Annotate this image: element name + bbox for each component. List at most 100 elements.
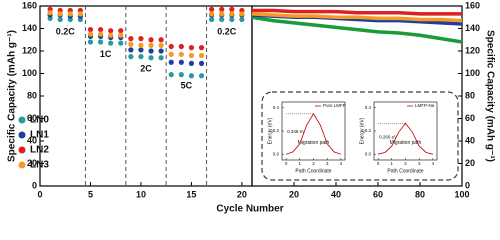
y-tick-label: 120 [465, 45, 480, 55]
data-point [128, 36, 134, 42]
legend-label: LN0 [30, 115, 49, 126]
data-line [251, 12, 463, 23]
x-axis-label: Path Coordinate [387, 168, 423, 174]
y-tick-label: 80 [465, 90, 475, 100]
data-line [252, 8, 462, 16]
data-point [118, 32, 124, 38]
annotation: Migration path [390, 140, 422, 146]
x-tick-label: 100 [454, 189, 469, 199]
y-tick-label: 40 [27, 135, 37, 145]
data-point [239, 16, 245, 23]
data-point [47, 10, 53, 16]
y-tick-label: 20 [27, 158, 37, 168]
rate-label: 0.2C [217, 26, 237, 36]
data-point [198, 60, 205, 66]
data-point [219, 11, 225, 17]
data-point [188, 45, 195, 51]
legend-label: LN1 [30, 130, 49, 141]
y-tick-label: 0.2 [273, 128, 280, 133]
rate-label: 2C [140, 63, 152, 73]
x-tick-label: 3 [326, 161, 329, 166]
y-tick-label: 0.0 [273, 151, 280, 156]
y-axis-label: Energy (eV) [359, 117, 365, 144]
data-line [251, 15, 463, 44]
x-tick-label: 15 [186, 189, 196, 199]
y-tick-label: 120 [22, 45, 37, 55]
data-point [87, 31, 94, 37]
y-tick-label: 0 [465, 180, 470, 190]
rate-label: 0.2C [56, 26, 76, 36]
data-point [168, 59, 174, 65]
data-point [198, 73, 205, 79]
legend-marker [18, 116, 26, 124]
y-axis-label: Energy (eV) [267, 117, 273, 144]
y-axis-label: Specific Capacity (mAh g⁻¹) [7, 30, 18, 162]
data-point [128, 41, 134, 47]
data-point [138, 54, 144, 60]
legend-marker [18, 146, 26, 154]
y-tick-label: 60 [27, 113, 37, 123]
x-tick-label: 0 [377, 161, 380, 166]
x-tick-label: 5 [88, 189, 93, 199]
data-point [158, 48, 164, 54]
y-tick-label: 0.2 [365, 128, 372, 133]
y-tick-label: 0.4 [273, 105, 280, 110]
data-point [158, 42, 164, 48]
data-point [168, 72, 174, 78]
data-point [57, 11, 63, 17]
legend-label: Pure LMFP [323, 103, 346, 108]
data-point [148, 55, 154, 61]
data-point [118, 28, 124, 34]
legend-label: LMFP-Na [415, 103, 435, 108]
data-line [285, 113, 342, 155]
data-point [219, 16, 225, 23]
data-point [97, 39, 104, 45]
data-point [229, 16, 235, 23]
x-tick-label: 60 [373, 189, 383, 199]
data-point [138, 36, 144, 42]
data-point [168, 51, 174, 57]
data-point [148, 37, 154, 43]
y-tick-label: 60 [465, 113, 475, 123]
x-tick-label: 2 [404, 161, 407, 166]
x-tick-label: 1 [299, 161, 302, 166]
data-point [108, 28, 114, 34]
x-tick-label: 40 [331, 189, 341, 199]
y-tick-label: 20 [465, 158, 475, 168]
data-point [178, 43, 184, 50]
y-tick-label: 100 [22, 68, 37, 78]
data-point [118, 40, 124, 46]
x-axis-label: Path Coordinate [295, 168, 331, 174]
data-point [77, 11, 83, 17]
y-tick-label: 160 [22, 0, 37, 10]
data-point [198, 45, 205, 51]
data-point [219, 6, 225, 12]
data-point [148, 48, 154, 54]
y-tick-label: 140 [465, 23, 480, 33]
y-tick-label: 0 [32, 180, 37, 190]
data-point [188, 52, 195, 59]
data-point [128, 54, 134, 60]
x-tick-label: 1 [391, 161, 394, 166]
data-line [378, 122, 433, 155]
y-tick-label: 100 [465, 68, 480, 78]
y-tick-label: 140 [22, 23, 37, 33]
x-tick-label: 0 [285, 161, 288, 166]
data-point [229, 6, 235, 12]
legend-marker [18, 131, 26, 139]
x-axis-label: Cycle Number [216, 204, 283, 215]
data-point [97, 27, 104, 33]
data-point [158, 37, 164, 43]
data-point [108, 40, 114, 46]
barrier-label: 0.266 eV [379, 134, 397, 139]
x-tick-label: 20 [237, 189, 247, 199]
data-point [198, 52, 205, 59]
x-tick-label: 4 [340, 161, 343, 166]
data-point [67, 11, 73, 17]
data-point [239, 11, 245, 17]
data-point [158, 55, 164, 61]
x-tick-label: 0 [37, 189, 42, 199]
x-tick-label: 2 [312, 161, 315, 166]
data-point [108, 32, 114, 38]
